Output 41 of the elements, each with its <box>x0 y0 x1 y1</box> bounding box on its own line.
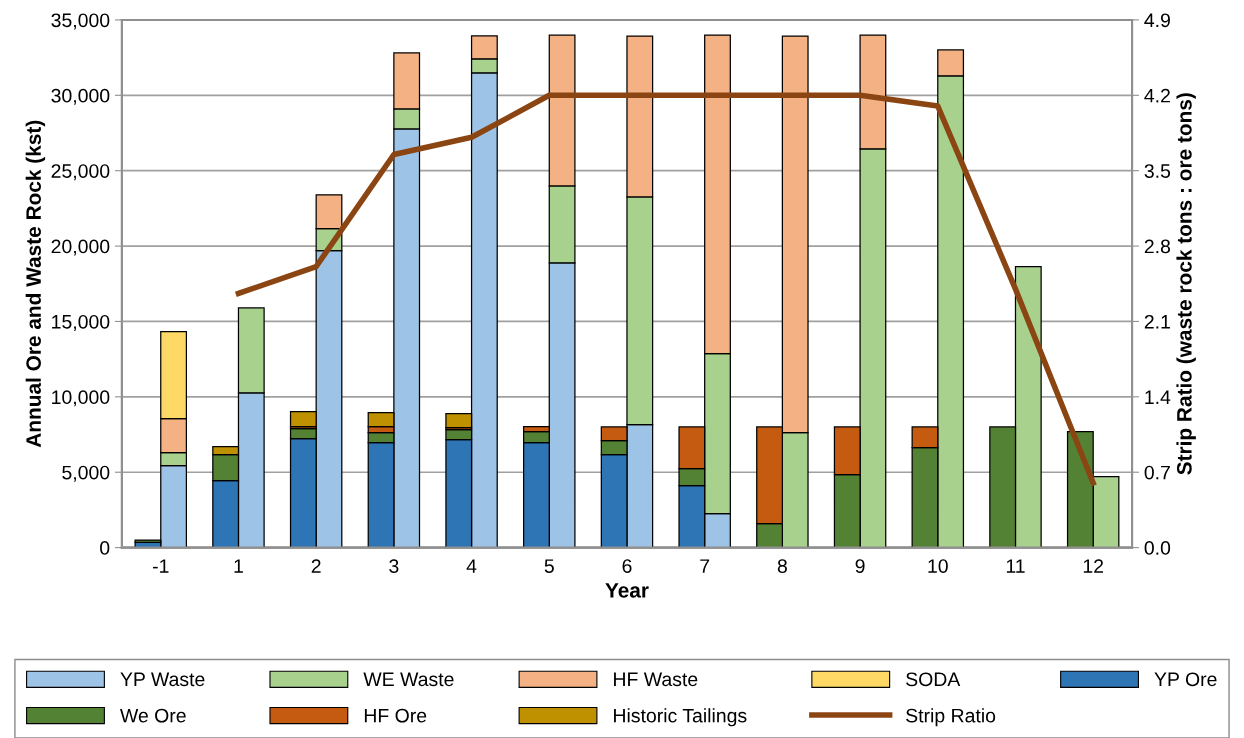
legend-label: WE Waste <box>363 672 454 687</box>
legend-label: Strip Ratio <box>906 708 996 727</box>
y2-axis-title: Strip Ratio (waste rock tons : ore tons) <box>1176 93 1196 475</box>
legend-label: YP Ore <box>1154 672 1217 687</box>
y-tick-label: 5,000 <box>62 465 110 482</box>
x-axis-title: Year <box>605 583 649 598</box>
x-tick-label: 11 <box>1006 559 1025 573</box>
y-axis-title: Annual Ore and Waste Rock (kst) <box>25 120 46 448</box>
legend-label: HF Waste <box>614 672 698 687</box>
x-tick-label: 7 <box>700 559 710 573</box>
y-tick-label: 0 <box>100 541 110 555</box>
y2-tick-label: 3.5 <box>1144 164 1171 178</box>
x-tick-label: 2 <box>311 559 321 573</box>
y-tick-label: 20,000 <box>51 239 110 256</box>
x-tick-label: 12 <box>1083 559 1104 573</box>
y2-tick-label: 4.9 <box>1144 13 1170 28</box>
legend-label: YP Waste <box>120 672 205 687</box>
x-tick-label: -1 <box>152 559 169 573</box>
y-tick-label: 35,000 <box>51 13 110 30</box>
y2-tick-label: 0.7 <box>1144 465 1170 480</box>
y-tick-label: 25,000 <box>51 164 110 181</box>
legend-label: Historic Tailings <box>614 708 747 727</box>
x-tick-label: 4 <box>466 559 477 573</box>
x-tick-label: 5 <box>544 559 554 573</box>
x-tick-label: 6 <box>622 559 632 573</box>
y2-tick-label: 1.4 <box>1145 390 1171 404</box>
x-tick-label: 8 <box>777 559 787 573</box>
y2-tick-label: 2.1 <box>1144 314 1170 329</box>
legend-label: SODA <box>906 672 961 687</box>
x-tick-label: 1 <box>234 559 243 573</box>
y-tick-label: 10,000 <box>52 390 110 407</box>
x-tick-label: 9 <box>855 559 865 573</box>
y2-tick-label: 2.8 <box>1144 239 1171 254</box>
y2-tick-label: 4.2 <box>1144 88 1170 103</box>
legend-label: HF Ore <box>364 708 427 723</box>
x-tick-label: 10 <box>928 559 948 573</box>
y2-tick-label: 0.0 <box>1144 541 1171 555</box>
y-tick-label: 30,000 <box>51 88 110 105</box>
y-tick-label: 15,000 <box>52 314 110 331</box>
legend-label: We Ore <box>120 708 186 723</box>
x-tick-label: 3 <box>389 559 399 573</box>
